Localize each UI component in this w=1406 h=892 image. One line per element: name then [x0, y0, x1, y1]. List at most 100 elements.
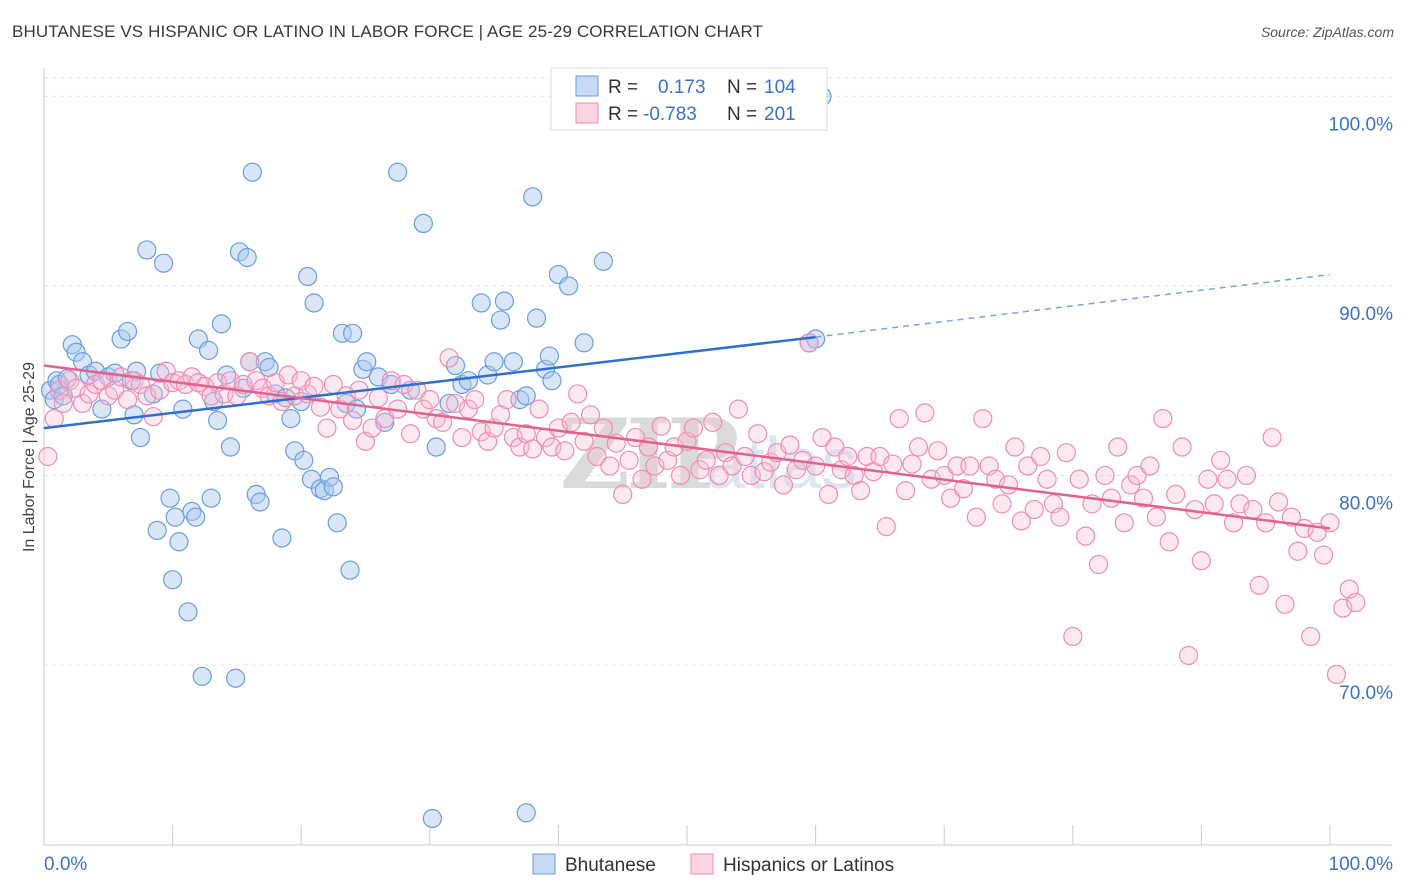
hispanic-point-115	[773, 475, 794, 495]
legend-n-value-2: 201	[764, 104, 796, 125]
legend-label-hispanics: Hispanics or Latinos	[723, 855, 894, 876]
hispanic-point-82	[561, 412, 581, 432]
y-tick-label-3: 70.0%	[1339, 683, 1393, 704]
hispanic-point-105	[709, 465, 729, 486]
legend-r-value-1: 0.173	[658, 77, 706, 98]
hispanic-point-182	[1204, 494, 1224, 514]
hispanic-point-174	[1153, 408, 1173, 429]
hispanic-point-181	[1198, 469, 1218, 489]
hispanic-point-52	[368, 388, 388, 408]
hispanic-point-111	[748, 424, 768, 444]
bhutanese-point-30	[178, 602, 198, 622]
hispanic-point-150	[998, 475, 1019, 495]
hispanic-point-159	[1056, 443, 1076, 463]
hispanic-point-194	[1281, 507, 1302, 527]
bhutanese-point-34	[192, 666, 212, 686]
bhutanese-point-36	[201, 488, 221, 508]
bhutanese-point-99	[559, 276, 579, 296]
hispanic-point-33	[246, 371, 266, 391]
bhutanese-point-22	[147, 520, 167, 541]
bhutanese-point-88	[490, 310, 511, 330]
bhutanese-point-42	[226, 668, 246, 688]
bhutanese-point-49	[250, 492, 270, 512]
hispanic-point-44	[317, 418, 337, 438]
hispanic-point-72	[497, 390, 517, 410]
bhutanese-point-65	[323, 477, 343, 497]
hispanic-point-109	[735, 446, 755, 467]
hispanic-point-103	[696, 450, 716, 470]
bhutanese-point-55	[281, 408, 301, 429]
hispanic-point-166	[1101, 488, 1121, 508]
hispanic-point-170	[1127, 465, 1147, 486]
hispanic-point-160	[1063, 626, 1083, 647]
y-tick-label-0: 100.0%	[1329, 114, 1394, 135]
legend-swatch-bhutanese	[575, 75, 599, 97]
hispanic-point-200	[1320, 513, 1340, 533]
bhutanese-point-67	[332, 323, 352, 343]
hispanic-point-143	[953, 479, 974, 499]
y-tick-label-1: 90.0%	[1339, 304, 1393, 325]
hispanic-point-102	[690, 460, 710, 480]
bhutanese-point-64	[319, 467, 340, 487]
bhutanese-point-89	[494, 291, 514, 311]
hispanic-point-173	[1146, 507, 1166, 527]
bhutanese-point-93	[523, 187, 543, 207]
legend-swatch-bottom-bhutanese	[532, 853, 556, 875]
hispanic-point-134	[896, 481, 916, 501]
bhutanese-point-81	[439, 393, 459, 414]
hispanic-point-193	[1275, 594, 1295, 614]
hispanic-point-201	[1326, 664, 1347, 685]
hispanic-point-108	[728, 399, 749, 419]
hispanic-point-112	[754, 462, 774, 482]
hispanic-point-42	[304, 376, 324, 396]
hispanic-point-137	[915, 403, 935, 423]
bhutanese-point-79	[413, 213, 433, 233]
hispanic-point-171	[1133, 488, 1154, 508]
bhutanese-point-94	[526, 308, 547, 328]
hispanic-point-151	[1005, 437, 1025, 457]
bhutanese-point-87	[484, 352, 504, 372]
hispanic-point-101	[683, 418, 704, 438]
hispanic-point-184	[1217, 469, 1237, 489]
hispanic-point-195	[1288, 541, 1308, 561]
hispanic-point-172	[1140, 456, 1160, 476]
bhutanese-point-105	[516, 803, 536, 823]
y-axis-label: In Labor Force | Age 25-29	[21, 362, 38, 552]
hispanic-point-79	[542, 437, 562, 457]
hispanic-point-185	[1223, 513, 1244, 533]
hispanic-point-60	[420, 390, 440, 410]
bhutanese-point-53	[272, 528, 292, 548]
hispanic-point-123	[825, 437, 845, 457]
hispanic-point-107	[722, 456, 742, 476]
hispanic-point-156	[1037, 469, 1057, 489]
stats-legend: R = 0.173 N = 104 R = -0.783 N = 201	[550, 67, 828, 131]
hispanic-point-178	[1178, 645, 1199, 666]
legend-n-value-1: 104	[764, 77, 796, 98]
hispanic-point-83	[568, 384, 588, 404]
hispanic-point-116	[780, 435, 800, 455]
hispanic-point-77	[529, 399, 549, 419]
bhutanese-point-32	[186, 507, 206, 527]
hispanic-point-81	[555, 441, 575, 461]
bhutanese-point-24	[153, 253, 174, 273]
hispanic-point-154	[1024, 499, 1044, 520]
bhutanese-point-66	[327, 513, 347, 533]
hispanic-point-169	[1121, 475, 1141, 495]
source-label: Source: ZipAtlas.com	[1260, 24, 1394, 40]
hispanic-point-120	[805, 456, 826, 476]
hispanic-point-67	[465, 390, 485, 410]
hispanic-point-90	[613, 484, 633, 505]
bhutanese-point-27	[165, 507, 185, 527]
hispanic-point-43	[310, 397, 331, 417]
hispanic-point-177	[1172, 437, 1192, 457]
bhutanese-point-45	[237, 247, 257, 268]
bhutanese-point-19	[130, 427, 151, 448]
hispanic-point-152	[1011, 511, 1031, 531]
hispanic-point-197	[1301, 626, 1321, 647]
hispanic-point-144	[960, 456, 980, 476]
hispanic-point-133	[889, 408, 909, 429]
bhutanese-point-61	[304, 293, 324, 313]
hispanic-point-165	[1095, 465, 1115, 486]
hispanic-point-7	[79, 384, 99, 404]
